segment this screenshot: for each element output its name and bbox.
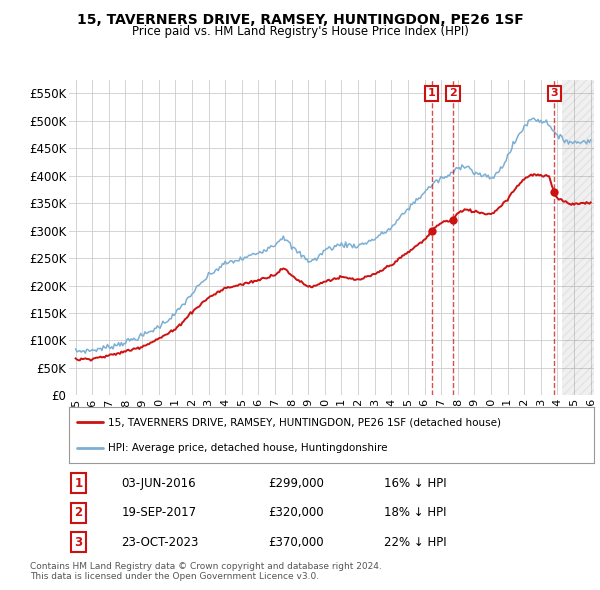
Text: £320,000: £320,000 <box>269 506 324 519</box>
Text: 03-JUN-2016: 03-JUN-2016 <box>121 477 196 490</box>
Text: 1: 1 <box>74 477 83 490</box>
Text: 2: 2 <box>449 88 457 99</box>
Text: 3: 3 <box>74 536 83 549</box>
Text: Price paid vs. HM Land Registry's House Price Index (HPI): Price paid vs. HM Land Registry's House … <box>131 25 469 38</box>
Text: 22% ↓ HPI: 22% ↓ HPI <box>384 536 446 549</box>
Text: HPI: Average price, detached house, Huntingdonshire: HPI: Average price, detached house, Hunt… <box>109 443 388 453</box>
Text: 3: 3 <box>550 88 558 99</box>
Text: 15, TAVERNERS DRIVE, RAMSEY, HUNTINGDON, PE26 1SF: 15, TAVERNERS DRIVE, RAMSEY, HUNTINGDON,… <box>77 13 523 27</box>
Text: 15, TAVERNERS DRIVE, RAMSEY, HUNTINGDON, PE26 1SF (detached house): 15, TAVERNERS DRIVE, RAMSEY, HUNTINGDON,… <box>109 417 502 427</box>
Text: £370,000: £370,000 <box>269 536 324 549</box>
Text: 19-SEP-2017: 19-SEP-2017 <box>121 506 197 519</box>
Text: £299,000: £299,000 <box>269 477 325 490</box>
Text: 16% ↓ HPI: 16% ↓ HPI <box>384 477 446 490</box>
Bar <box>562 80 594 395</box>
Text: 18% ↓ HPI: 18% ↓ HPI <box>384 506 446 519</box>
Bar <box>562 80 594 395</box>
Text: Contains HM Land Registry data © Crown copyright and database right 2024.
This d: Contains HM Land Registry data © Crown c… <box>30 562 382 581</box>
Text: 1: 1 <box>428 88 436 99</box>
Text: 23-OCT-2023: 23-OCT-2023 <box>121 536 199 549</box>
Text: 2: 2 <box>74 506 83 519</box>
